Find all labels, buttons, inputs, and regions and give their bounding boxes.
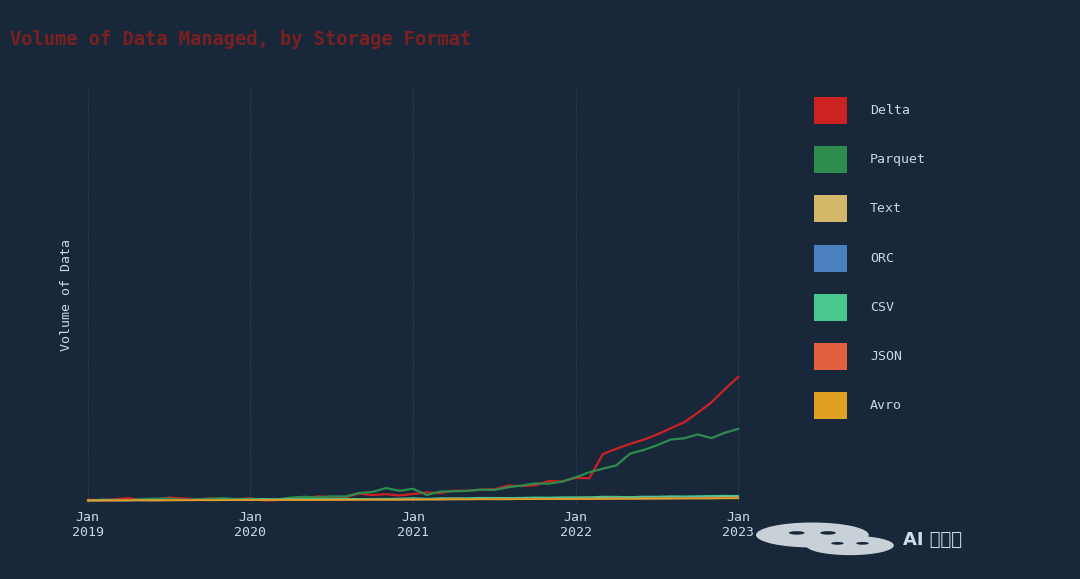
Bar xyxy=(814,393,847,419)
Bar xyxy=(814,146,847,173)
Text: AI 共存派: AI 共存派 xyxy=(903,531,962,549)
Bar xyxy=(814,196,847,222)
Circle shape xyxy=(756,522,868,548)
Text: Text: Text xyxy=(870,203,902,215)
Bar xyxy=(814,245,847,272)
Y-axis label: Volume of Data: Volume of Data xyxy=(59,239,72,351)
Text: CSV: CSV xyxy=(870,301,894,314)
Circle shape xyxy=(856,542,868,545)
Bar xyxy=(814,97,847,124)
Text: Volume of Data Managed, by Storage Format: Volume of Data Managed, by Storage Forma… xyxy=(11,31,472,49)
Text: JSON: JSON xyxy=(870,350,902,363)
Text: Avro: Avro xyxy=(870,400,902,412)
Text: Delta: Delta xyxy=(870,104,910,117)
Circle shape xyxy=(788,531,805,534)
Bar xyxy=(814,294,847,321)
Circle shape xyxy=(820,531,836,534)
Circle shape xyxy=(832,542,843,545)
Text: ORC: ORC xyxy=(870,252,894,265)
Circle shape xyxy=(806,536,894,555)
Text: Parquet: Parquet xyxy=(870,153,926,166)
Bar xyxy=(814,343,847,370)
